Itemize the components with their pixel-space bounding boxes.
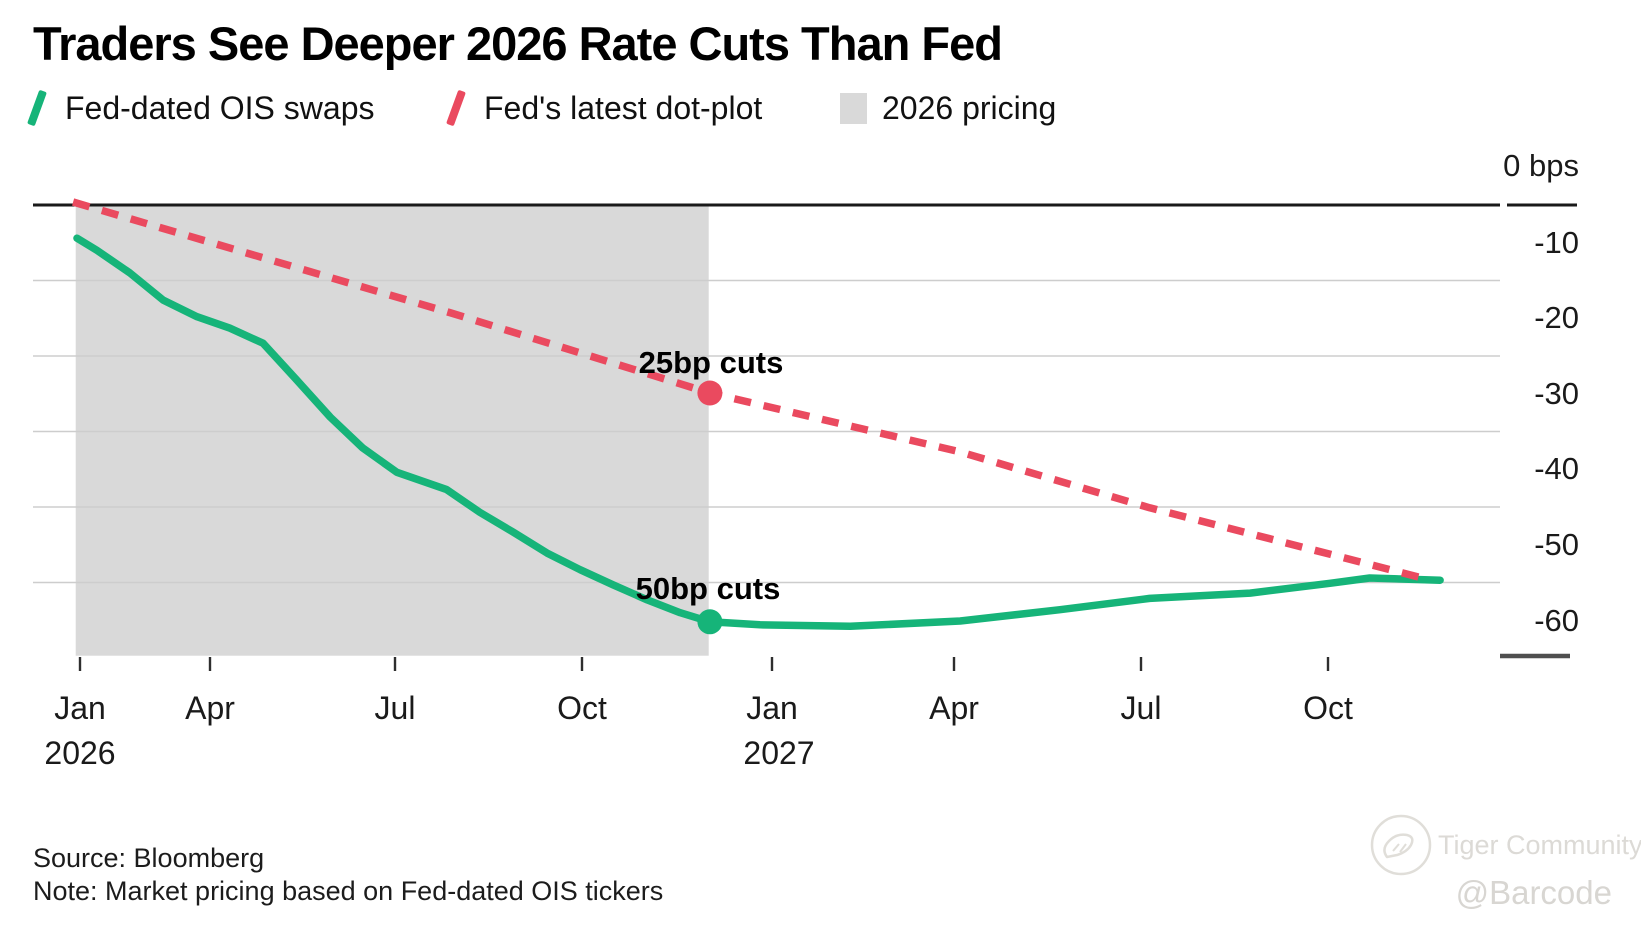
legend-label-ois-swaps: Fed-dated OIS swaps: [65, 89, 375, 126]
annotation-50bp-cuts: 50bp cuts: [635, 571, 781, 606]
x-axis-label-jul-2027: Jul: [1120, 690, 1162, 726]
source-note: Source: Bloomberg: [33, 843, 265, 873]
x-axis-label-jan-2027: Jan: [746, 690, 798, 726]
y-axis-label-minus10: -10: [1534, 225, 1579, 260]
x-axis-label-jul-2026: Jul: [374, 690, 416, 726]
pricing-region-swatch-icon: [840, 92, 867, 124]
chart-title: Traders See Deeper 2026 Rate Cuts Than F…: [33, 17, 1003, 70]
watermark-handle: @Barcode: [1455, 874, 1612, 911]
methodology-note: Note: Market pricing based on Fed-dated …: [33, 876, 664, 906]
tiger-logo-icon: [1370, 814, 1432, 876]
x-axis-label-apr-2027: Apr: [929, 690, 979, 726]
marker-dot: [697, 609, 723, 635]
x-axis-label-jan-2026: Jan: [54, 690, 106, 726]
legend-label-2026-pricing: 2026 pricing: [882, 89, 1057, 126]
legend-item-dot-plot: Fed's latest dot-plot: [446, 86, 763, 130]
series-line-dot-plot: [72, 198, 1432, 584]
annotation-25bp-cuts: 25bp cuts: [638, 345, 784, 380]
y-axis-label-0bps: 0 bps: [1503, 148, 1579, 183]
y-axis-label-minus20: -20: [1534, 300, 1579, 335]
x-axis-year-2027: 2027: [743, 735, 815, 771]
legend-item-2026-pricing: 2026 pricing: [840, 86, 1056, 130]
y-axis-label-minus60: -60: [1534, 603, 1579, 638]
watermark-name: Tiger Community: [1438, 830, 1641, 860]
x-axis-label-apr-2026: Apr: [185, 690, 235, 726]
y-axis-label-minus30: -30: [1534, 376, 1579, 411]
y-axis-label-minus50: -50: [1534, 527, 1579, 562]
marker-dot: [697, 380, 723, 406]
x-axis-label-oct-2027: Oct: [1303, 690, 1353, 726]
legend-label-dot-plot: Fed's latest dot-plot: [484, 89, 763, 126]
legend-item-ois-swaps: Fed-dated OIS swaps: [27, 86, 375, 130]
y-axis-label-minus40: -40: [1534, 451, 1579, 486]
x-axis-label-oct-2026: Oct: [557, 690, 607, 726]
x-axis-year-2026: 2026: [44, 735, 116, 771]
series-line-ois-swaps: [73, 234, 1444, 631]
